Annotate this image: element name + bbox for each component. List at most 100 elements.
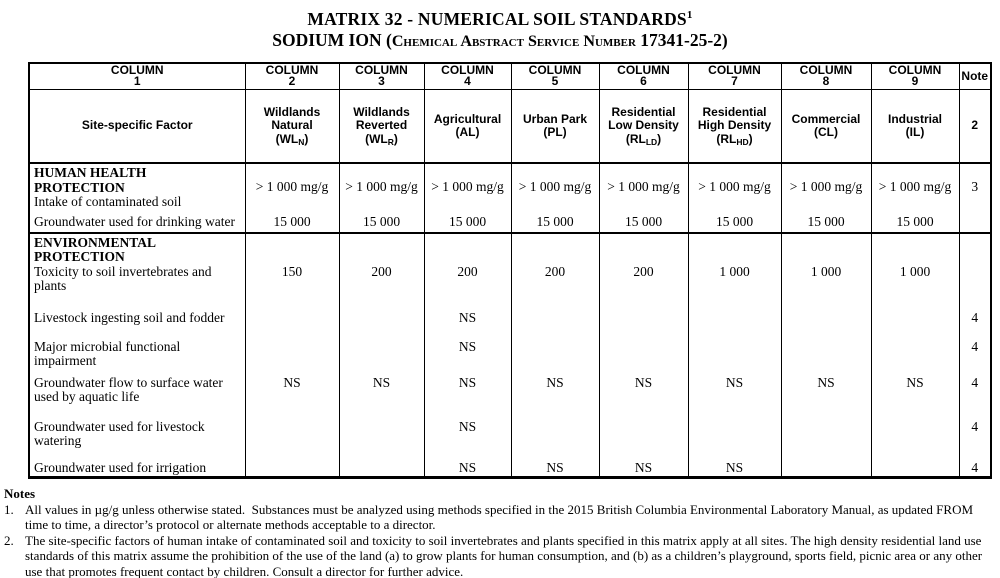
value-cell: NS bbox=[599, 456, 689, 478]
factor-cell: Groundwater flow to surface water used b… bbox=[29, 368, 246, 413]
value-cell: NS bbox=[871, 368, 960, 413]
value-cell: 150 bbox=[245, 232, 340, 304]
title-block: MATRIX 32 - NUMERICAL SOIL STANDARDS1 SO… bbox=[0, 0, 1000, 52]
value-cell: 15 000 bbox=[781, 209, 872, 234]
row-groundwater-flow-surface-water: Groundwater flow to surface water used b… bbox=[29, 368, 992, 413]
value-cell: 15 000 bbox=[871, 209, 960, 234]
value-cell bbox=[871, 456, 960, 478]
value-cell bbox=[339, 332, 425, 369]
note-cell: 4 bbox=[959, 303, 992, 333]
row-toxicity-soil-invertebrates: ENVIRONMENTAL PROTECTION Toxicity to soil… bbox=[29, 232, 992, 304]
value-cell: NS bbox=[424, 456, 512, 478]
value-cell: > 1 000 mg/g bbox=[688, 163, 782, 210]
value-cell: > 1 000 mg/g bbox=[339, 163, 425, 210]
note-1-number: 1. bbox=[4, 501, 14, 517]
value-cell bbox=[871, 412, 960, 457]
value-cell bbox=[781, 303, 872, 333]
col-7-number: COLUMN 7 bbox=[688, 62, 782, 90]
factor-cell: HUMAN HEALTH PROTECTION Intake of contami… bbox=[29, 163, 246, 210]
value-cell bbox=[245, 412, 340, 457]
col-4-number: COLUMN 4 bbox=[424, 62, 512, 90]
section-heading: ENVIRONMENTAL PROTECTION bbox=[34, 234, 157, 265]
note-cell: 4 bbox=[959, 368, 992, 413]
subtitle-cas-label: Chemical Abstract Service Number bbox=[391, 32, 636, 50]
page-subtitle: SODIUM ION (Chemical Abstract Service Nu… bbox=[0, 30, 1000, 52]
factor-cell: Groundwater used for drinking water bbox=[29, 209, 246, 234]
row-groundwater-irrigation: Groundwater used for irrigation NS NS NS… bbox=[29, 456, 992, 478]
page-title-footnote-marker: 1 bbox=[686, 9, 693, 21]
value-cell: > 1 000 mg/g bbox=[781, 163, 872, 210]
col-7-label: Residential High Density (RLHD) bbox=[688, 89, 782, 165]
col-6-number: COLUMN 6 bbox=[599, 62, 689, 90]
value-cell bbox=[339, 303, 425, 333]
value-cell bbox=[599, 412, 689, 457]
col-3-label: Wildlands Reverted (WLR) bbox=[339, 89, 425, 165]
note-cell bbox=[959, 209, 992, 234]
value-cell: 15 000 bbox=[424, 209, 512, 234]
page-title-text: MATRIX 32 - NUMERICAL SOIL STANDARDS bbox=[307, 8, 687, 29]
value-cell bbox=[781, 332, 872, 369]
row-groundwater-livestock-watering: Groundwater used for livestock watering … bbox=[29, 412, 992, 457]
col-2-label: Wildlands Natural (WLN) bbox=[245, 89, 340, 165]
col-1-number: COLUMN 1 bbox=[29, 62, 246, 90]
value-cell bbox=[339, 412, 425, 457]
col-4-label: Agricultural (AL) bbox=[424, 89, 512, 165]
value-cell bbox=[599, 332, 689, 369]
value-cell bbox=[245, 332, 340, 369]
site-specific-factor-header: Site-specific Factor bbox=[29, 89, 246, 165]
value-cell: 1 000 bbox=[688, 232, 782, 304]
value-cell bbox=[339, 456, 425, 478]
value-cell bbox=[871, 303, 960, 333]
row-groundwater-drinking-water: Groundwater used for drinking water 15 0… bbox=[29, 209, 992, 234]
section-heading: HUMAN HEALTH PROTECTION bbox=[34, 165, 154, 195]
factor-label: Toxicity to soil invertebrates and plant… bbox=[34, 263, 215, 294]
value-cell: NS bbox=[245, 368, 340, 413]
note-column-header: Note bbox=[959, 62, 992, 90]
value-cell: 200 bbox=[511, 232, 600, 304]
col-6-label: Residential Low Density (RLLD) bbox=[599, 89, 689, 165]
value-cell bbox=[781, 412, 872, 457]
factor-cell: Major microbial functional impairment bbox=[29, 332, 246, 369]
col-3-number: COLUMN 3 bbox=[339, 62, 425, 90]
note-column-row2: 2 bbox=[959, 89, 992, 165]
value-cell: NS bbox=[339, 368, 425, 413]
value-cell: NS bbox=[781, 368, 872, 413]
value-cell: NS bbox=[688, 456, 782, 478]
subtitle-substance: SODIUM ION ( bbox=[272, 29, 392, 50]
value-cell bbox=[688, 332, 782, 369]
value-cell: NS bbox=[511, 456, 600, 478]
value-cell: NS bbox=[511, 368, 600, 413]
col-8-number: COLUMN 8 bbox=[781, 62, 872, 90]
row-major-microbial-impairment: Major microbial functional impairment NS… bbox=[29, 332, 992, 369]
value-cell bbox=[871, 332, 960, 369]
value-cell: 15 000 bbox=[511, 209, 600, 234]
value-cell: > 1 000 mg/g bbox=[424, 163, 512, 210]
page-title: MATRIX 32 - NUMERICAL SOIL STANDARDS1 bbox=[0, 5, 1000, 30]
column-label-row: Site-specific Factor Wildlands Natural (W… bbox=[29, 89, 992, 165]
note-cell bbox=[959, 232, 992, 304]
col-2-number: COLUMN 2 bbox=[245, 62, 340, 90]
factor-cell: Groundwater used for livestock watering bbox=[29, 412, 246, 457]
note-2-number: 2. bbox=[4, 532, 14, 548]
value-cell bbox=[688, 303, 782, 333]
value-cell bbox=[599, 303, 689, 333]
value-cell: 200 bbox=[599, 232, 689, 304]
soil-standards-table: COLUMN 1 COLUMN 2 COLUMN 3 COLUMN 4 COLUMN 5 … bbox=[28, 61, 992, 480]
col-8-label: Commercial (CL) bbox=[781, 89, 872, 165]
col-9-label: Industrial (IL) bbox=[871, 89, 960, 165]
col-5-label: Urban Park (PL) bbox=[511, 89, 600, 165]
value-cell: NS bbox=[424, 303, 512, 333]
note-cell: 4 bbox=[959, 456, 992, 478]
row-intake-of-contaminated-soil: HUMAN HEALTH PROTECTION Intake of contami… bbox=[29, 163, 992, 210]
row-livestock-ingesting-soil: Livestock ingesting soil and fodder NS 4 bbox=[29, 303, 992, 333]
value-cell bbox=[511, 412, 600, 457]
value-cell: 200 bbox=[424, 232, 512, 304]
value-cell: 15 000 bbox=[245, 209, 340, 234]
note-1-text: All values in µg/g unless otherwise stat… bbox=[25, 501, 977, 533]
value-cell bbox=[781, 456, 872, 478]
note-cell: 4 bbox=[959, 332, 992, 369]
value-cell bbox=[245, 456, 340, 478]
notes-section: Notes 1. All values in µg/g unless other… bbox=[4, 486, 994, 578]
col-5-number: COLUMN 5 bbox=[511, 62, 600, 90]
value-cell: 15 000 bbox=[599, 209, 689, 234]
